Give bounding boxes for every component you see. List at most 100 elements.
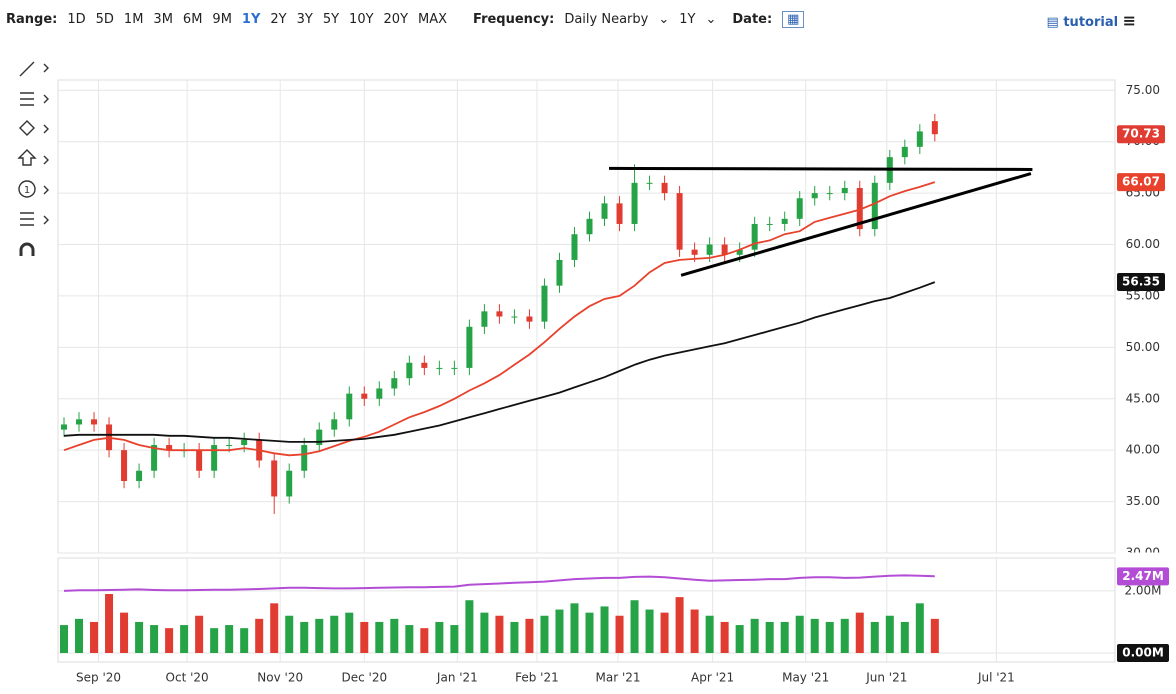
volume-bar: [210, 628, 219, 653]
volume-bar: [360, 621, 369, 653]
moving-average: [63, 181, 936, 457]
candle-body: [766, 223, 773, 225]
candle-body: [571, 234, 578, 260]
frequency-label: Frequency:: [473, 11, 555, 27]
volume-zero-box: [1117, 643, 1169, 662]
tool-fib[interactable]: [20, 92, 49, 106]
range-button[interactable]: 6M: [182, 11, 203, 27]
volume-bar: [480, 612, 489, 653]
volume-tick-label: 0.00M: [1122, 645, 1164, 659]
volume-bar: [765, 621, 774, 653]
candle-body: [331, 419, 338, 430]
period-select[interactable]: 1Y ⌄: [679, 11, 717, 27]
candle-body: [76, 419, 83, 425]
volume-bar: [255, 618, 264, 653]
candle-body: [586, 218, 593, 235]
y-tick-label: 55.00: [1126, 288, 1160, 302]
date-label: Date:: [732, 11, 773, 27]
tool-arrow[interactable]: [17, 149, 49, 166]
volume-bar: [330, 615, 339, 653]
volume-bar: [630, 600, 639, 653]
range-button[interactable]: 9M: [212, 11, 232, 27]
y-tick-label: 50.00: [1126, 340, 1160, 354]
x-tick-label: Jan '21: [436, 671, 478, 685]
candle-body: [856, 187, 863, 230]
frequency-select[interactable]: Daily Nearby ⌄: [564, 11, 670, 27]
y-tick-label: 45.00: [1126, 391, 1160, 405]
candle-body: [61, 424, 68, 430]
y-tick-label: 60.00: [1126, 237, 1160, 251]
range-button[interactable]: 20Y: [383, 11, 409, 27]
range-button[interactable]: 3Y: [296, 11, 313, 27]
date-picker[interactable]: ▦: [782, 10, 805, 28]
range-button[interactable]: 1Y: [241, 11, 261, 27]
last-price-label-box: [1117, 125, 1165, 144]
trend-line: [609, 166, 1033, 171]
volume-bar: [60, 625, 69, 653]
volume-bar: [420, 628, 429, 653]
volume-bar: [375, 621, 384, 653]
x-tick-label: Dec '20: [341, 671, 387, 685]
volume-bar: [810, 618, 819, 653]
volume-bar: [690, 609, 699, 653]
volume-bar: [75, 618, 84, 653]
candle-body: [691, 249, 698, 255]
tool-magnet[interactable]: [19, 242, 35, 256]
last-price-label: 70.73: [1122, 127, 1160, 141]
candle-body: [646, 182, 653, 184]
candle-body: [496, 311, 503, 317]
range-button[interactable]: MAX: [418, 11, 448, 27]
candle-body: [241, 439, 248, 446]
candle-body: [841, 187, 848, 194]
range-button[interactable]: 10Y: [349, 11, 374, 27]
candle-body: [451, 367, 458, 369]
candle-body: [211, 445, 218, 471]
candle-body: [556, 259, 563, 286]
candle-body: [421, 362, 428, 368]
volume-bar: [180, 625, 189, 653]
range-button[interactable]: 5Y: [322, 11, 340, 27]
tutorial-link[interactable]: ▤ tutorial ≡: [1046, 11, 1136, 30]
tutorial-text: tutorial: [1063, 15, 1119, 30]
candle-body: [526, 316, 533, 322]
ma-value-label-box: [1117, 273, 1165, 292]
range-button[interactable]: 1M: [123, 11, 144, 27]
range-button[interactable]: 2Y: [270, 11, 287, 27]
volume-bar: [660, 612, 669, 653]
candle-body: [916, 131, 923, 147]
range-button[interactable]: 5D: [95, 11, 114, 27]
candle-body: [511, 316, 518, 318]
tool-measure[interactable]: [20, 185, 49, 226]
volume-average-label: 2.47M: [1122, 569, 1164, 583]
y-tick-label: 35.00: [1126, 494, 1160, 508]
volume-bar: [780, 621, 789, 653]
candle-body: [826, 193, 833, 195]
ma-value-label: 56.35: [1122, 275, 1160, 289]
volume-bar: [570, 603, 579, 653]
volume-bar: [135, 621, 144, 653]
tool-shape[interactable]: [19, 120, 49, 136]
tool-note[interactable]: [18, 180, 36, 198]
range-button[interactable]: 1D: [67, 11, 86, 27]
volume-bar: [120, 612, 129, 653]
candle-body: [391, 378, 398, 389]
range-button[interactable]: 3M: [153, 11, 173, 27]
volume-bar: [105, 594, 114, 653]
candle-body: [601, 203, 608, 219]
volume-bar: [900, 621, 909, 653]
y-tick-label: 75.00: [1126, 83, 1160, 97]
volume-bar: [705, 615, 714, 653]
tool-line[interactable]: [19, 61, 49, 77]
volume-bar: [285, 615, 294, 653]
volume-bar: [195, 615, 204, 653]
volume-bar: [390, 618, 399, 653]
x-tick-label: Nov '20: [257, 671, 303, 685]
candle-body: [436, 367, 443, 369]
volume-bar: [315, 618, 324, 653]
volume-bar: [915, 603, 924, 653]
candle-body: [781, 218, 788, 224]
volume-average-box: [1117, 567, 1169, 586]
volume-bar: [585, 612, 594, 653]
candle-body: [121, 450, 128, 482]
